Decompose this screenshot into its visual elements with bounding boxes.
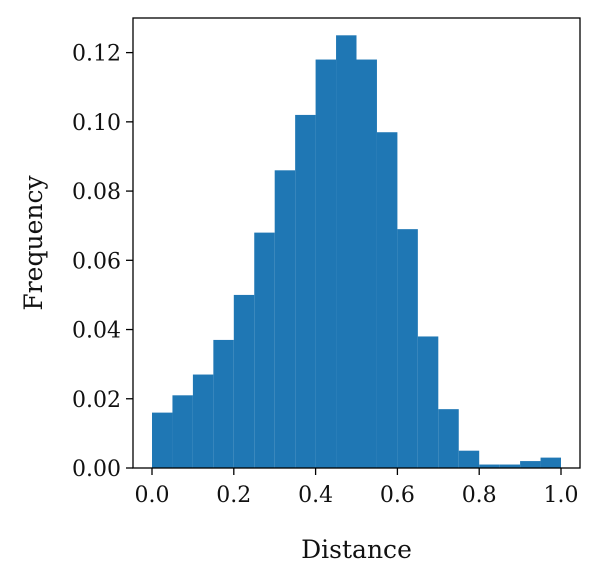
x-tick-label: 1.0	[544, 483, 579, 508]
histogram-bar	[520, 461, 541, 468]
y-tick-label: 0.04	[72, 319, 121, 344]
y-axis: 0.00 0.02 0.04 0.06 0.08 0.10 0.12	[72, 42, 133, 482]
x-tick-label: 0.2	[216, 483, 251, 508]
x-tick-label: 0.8	[462, 483, 497, 508]
histogram-bar	[438, 409, 459, 468]
histogram-bar	[540, 457, 561, 468]
histogram-bar	[233, 294, 255, 468]
histogram-bar	[499, 464, 521, 468]
y-axis-title: Frequency	[19, 175, 48, 311]
y-tick-label: 0.00	[72, 457, 121, 482]
x-tick-label: 0.4	[298, 483, 333, 508]
histogram-bar	[213, 339, 234, 468]
x-axis-title: Distance	[301, 535, 412, 564]
histogram-bar	[458, 450, 480, 468]
histogram-bar	[417, 336, 439, 468]
histogram-bar	[479, 464, 500, 468]
y-tick-label: 0.06	[72, 249, 121, 274]
plot-frame	[132, 17, 581, 469]
histogram-bar	[172, 395, 193, 468]
histogram-bars	[152, 35, 561, 469]
histogram-bar	[192, 374, 214, 468]
y-tick-label: 0.12	[72, 42, 121, 67]
y-tick-label: 0.02	[72, 388, 121, 413]
histogram-bar	[274, 170, 296, 469]
histogram-bar	[397, 229, 418, 468]
x-axis: 0.0 0.2 0.4 0.6 0.8 1.0	[135, 468, 579, 508]
histogram-bar	[152, 412, 173, 468]
y-tick-label: 0.10	[72, 111, 121, 136]
histogram-bar	[295, 114, 316, 468]
x-tick-label: 0.0	[135, 483, 170, 508]
x-tick-label: 0.6	[380, 483, 415, 508]
y-tick-label: 0.08	[72, 180, 121, 205]
histogram-bar	[336, 35, 357, 469]
histogram-bar	[254, 232, 275, 468]
histogram-bar	[356, 59, 377, 469]
histogram-bar	[315, 59, 337, 469]
histogram-bar	[376, 132, 398, 468]
